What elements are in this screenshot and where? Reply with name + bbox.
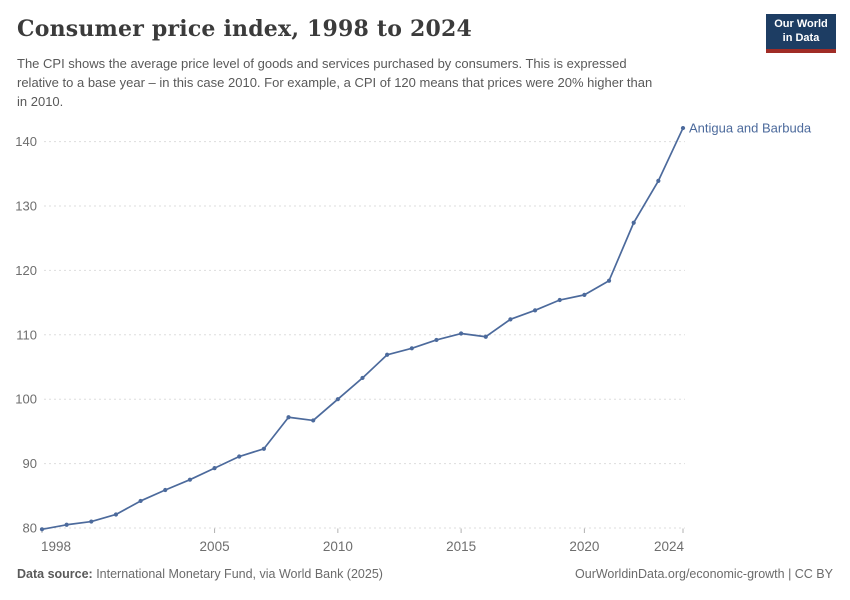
line-chart: 80 90 100 110 120 130 140 1998 2005 2010 2015 2020 2… (15, 121, 812, 554)
data-point-1999 (64, 522, 69, 527)
data-point-2023 (656, 178, 661, 183)
data-point-2017 (508, 317, 513, 322)
y-tick-label-140: 140 (15, 134, 37, 149)
page-title: Consumer price index, 1998 to 2024 (17, 16, 473, 42)
data-point-2007 (261, 446, 266, 451)
owid-logo-box: Our World in Data (766, 14, 836, 49)
data-point-2020 (582, 292, 587, 297)
x-tick-label-2020: 2020 (569, 539, 599, 554)
attribution-note: OurWorldinData.org/economic-growth | CC … (575, 567, 833, 581)
data-point-2003 (163, 487, 168, 493)
owid-logo-line1: Our World (774, 18, 828, 30)
subtitle-line-1: The CPI shows the average price level of… (17, 56, 627, 71)
data-point-2019 (557, 297, 562, 303)
data-line-antigua-and-barbuda (41, 127, 684, 531)
subtitle-line-3: in 2010. (17, 94, 64, 109)
data-point-2004 (187, 477, 193, 482)
data-point-2021 (606, 278, 612, 283)
x-tick-label-2010: 2010 (323, 539, 353, 554)
chart-subtitle: The CPI shows the average price level of… (17, 54, 762, 111)
series-label-antigua-and-barbuda: Antigua and Barbuda (689, 121, 812, 136)
data-point-2008 (286, 415, 291, 420)
owid-logo-line2: in Data (782, 31, 820, 44)
data-point-2000 (89, 519, 94, 524)
data-point-2012 (385, 352, 390, 357)
data-source-text: International Monetary Fund, via World B… (92, 567, 383, 581)
data-point-2002 (138, 498, 143, 504)
owid-logo-accent-bar (766, 49, 836, 53)
x-tick-label-2024: 2024 (654, 539, 685, 554)
data-point-1998 (39, 527, 45, 532)
data-point-2011 (360, 375, 365, 381)
x-tick-label-2015: 2015 (446, 539, 476, 554)
y-tick-label-120: 120 (15, 263, 37, 278)
owid-logo: Our World in Data (766, 14, 836, 53)
subtitle-line-2: relative to a base year – in this case 2… (17, 75, 653, 90)
data-point-2006 (237, 454, 242, 459)
data-point-2024 (680, 125, 686, 131)
data-point-2005 (212, 466, 217, 471)
y-tick-label-100: 100 (15, 392, 37, 407)
data-point-2001 (113, 512, 119, 517)
data-point-2018 (532, 308, 538, 313)
data-source-note: Data source: International Monetary Fund… (17, 567, 383, 581)
data-point-2022 (631, 220, 636, 225)
x-tick-label-2005: 2005 (200, 539, 230, 554)
data-point-2013 (409, 346, 414, 351)
x-tick-label-1998: 1998 (41, 539, 71, 554)
data-point-2016 (483, 334, 488, 339)
data-point-2014 (434, 337, 439, 343)
data-point-2010 (335, 397, 340, 402)
data-point-2015 (459, 331, 464, 336)
data-point-2009 (311, 418, 316, 423)
y-tick-label-90: 90 (23, 456, 37, 471)
y-tick-label-130: 130 (15, 199, 37, 214)
data-source-label: Data source: (17, 567, 93, 581)
y-tick-label-110: 110 (16, 327, 37, 342)
y-tick-label-80: 80 (23, 521, 37, 536)
chart-footer: Data source: International Monetary Fund… (0, 567, 850, 591)
